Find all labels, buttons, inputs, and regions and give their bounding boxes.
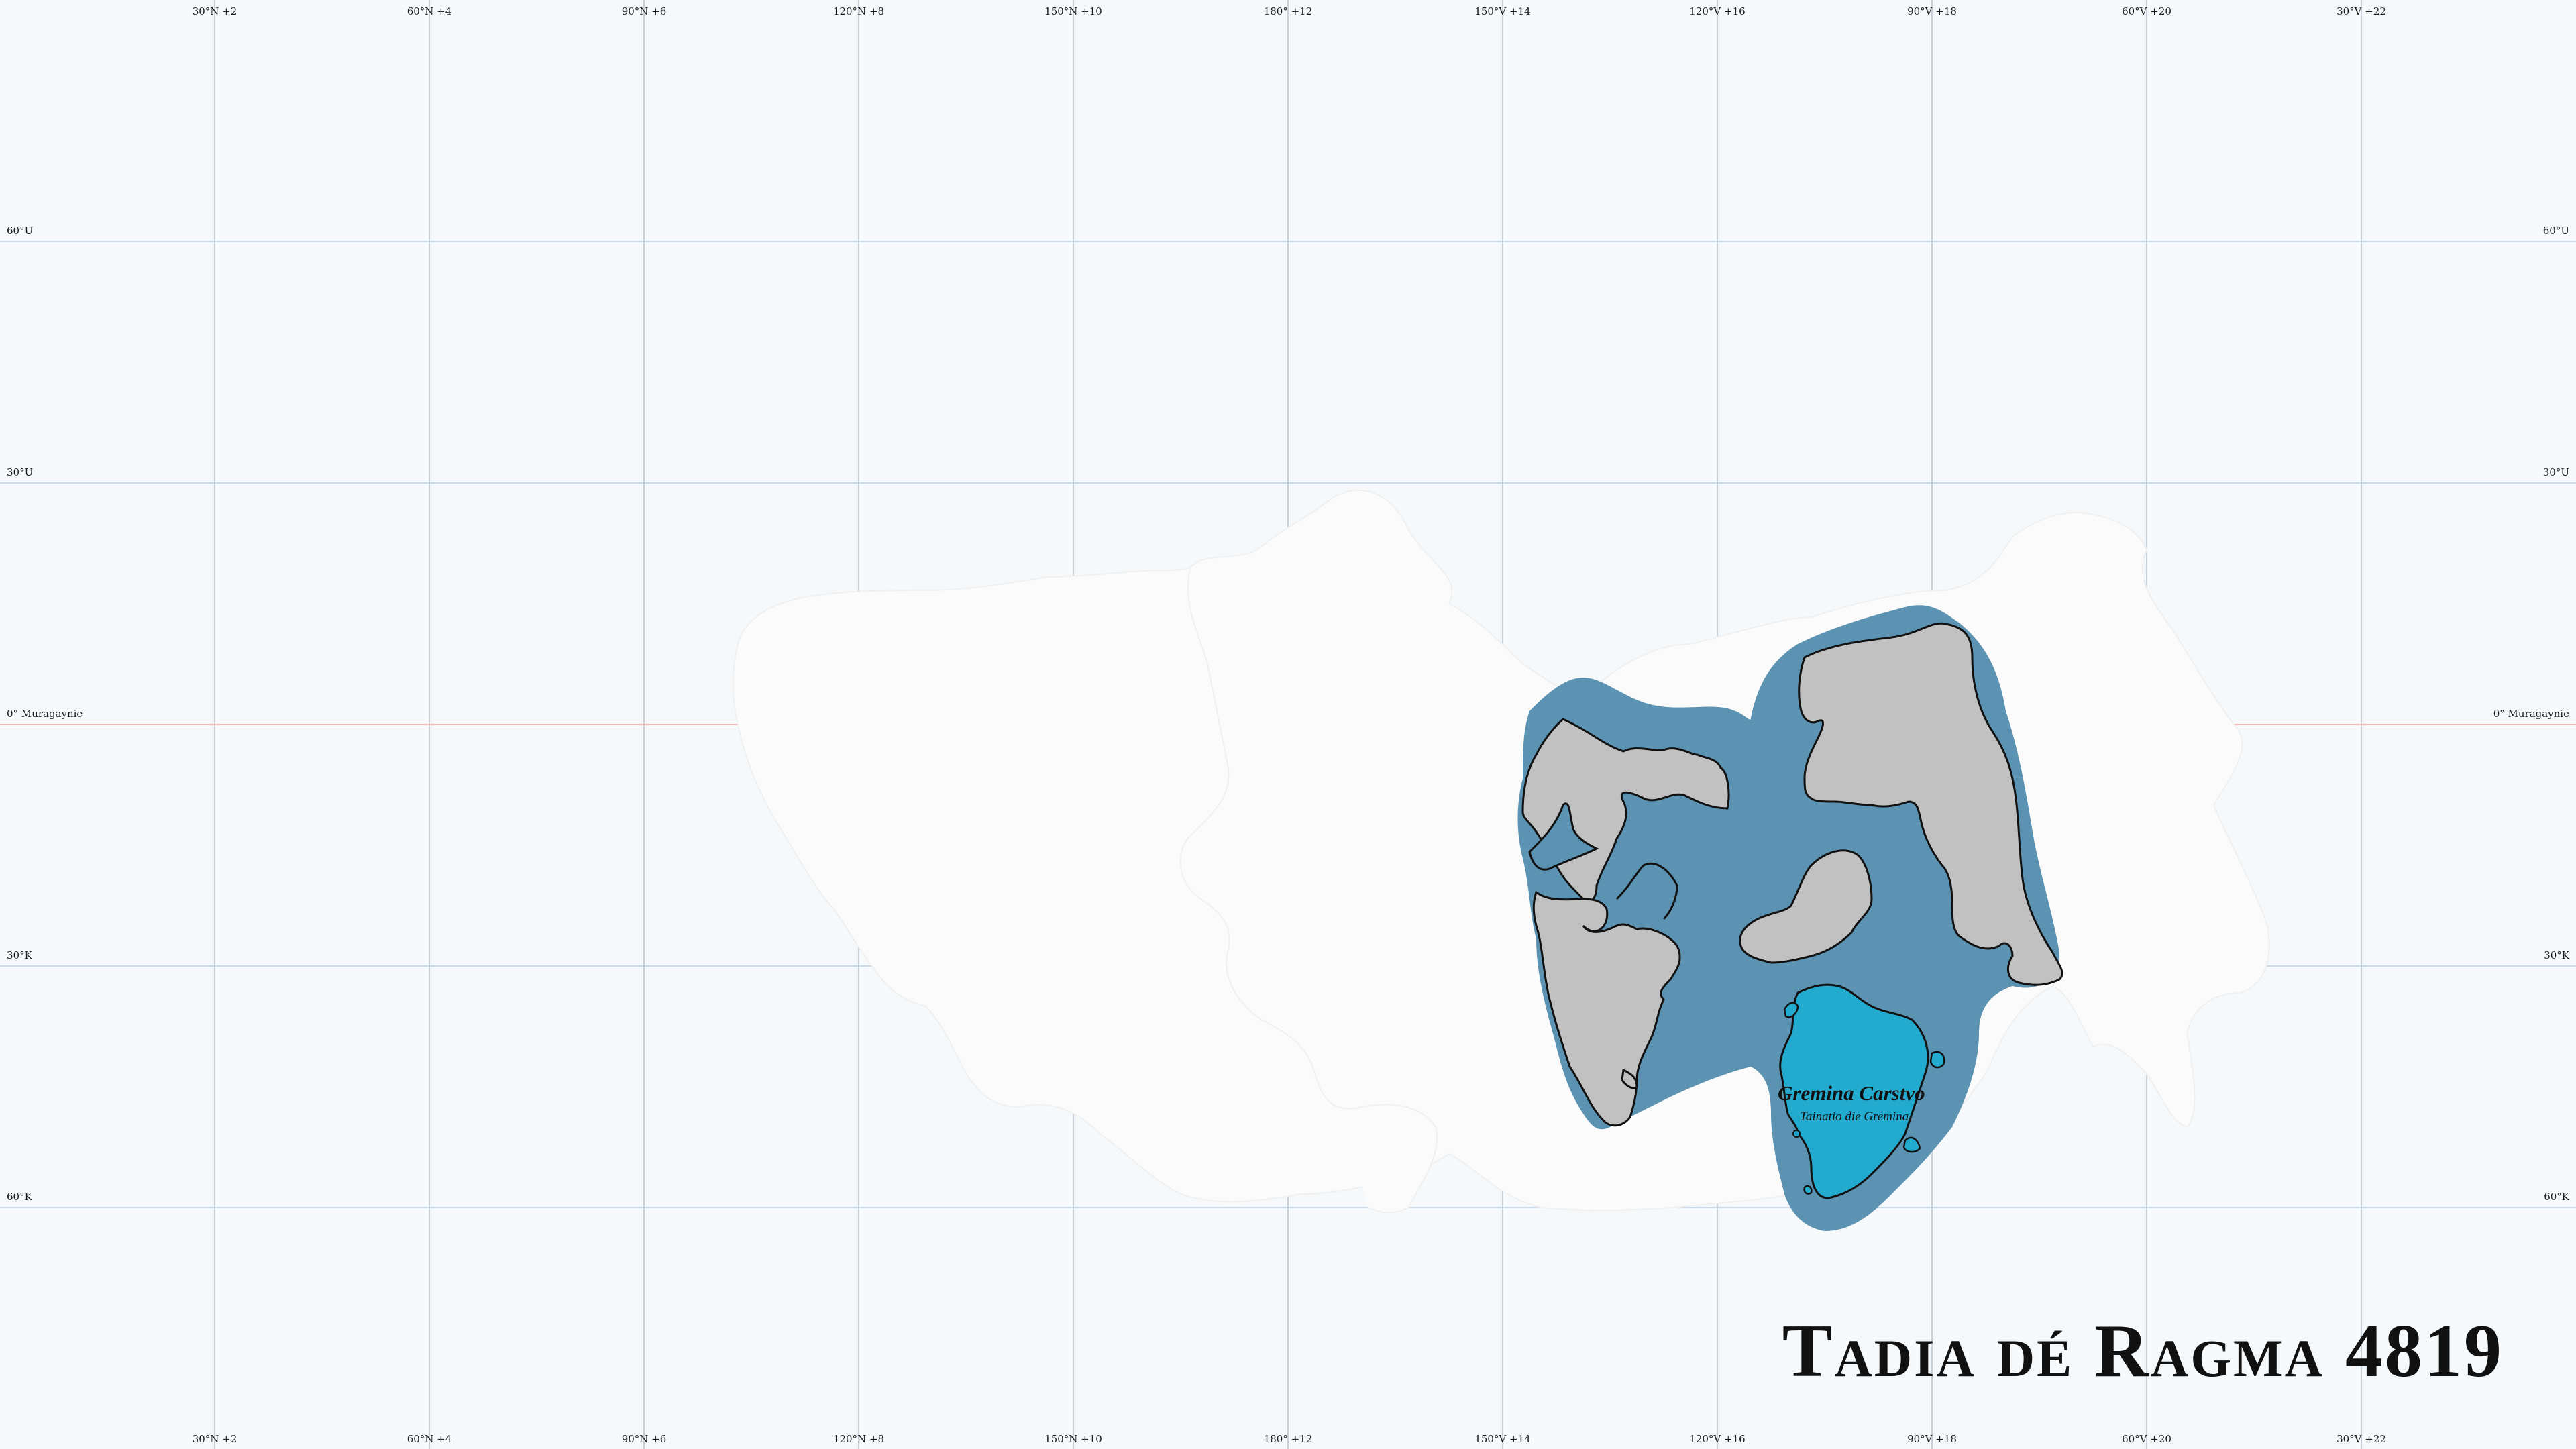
- gremina-islet: [1783, 1002, 1799, 1018]
- longitude-label: 60°V +20: [2122, 5, 2171, 17]
- longitude-label: 150°V +14: [1474, 5, 1530, 17]
- continent-landmass-west: [1179, 566, 1438, 1214]
- longitude-label: 120°V +16: [1689, 5, 1745, 17]
- latitude-label: 30°U: [7, 466, 33, 478]
- region-subtitle-label: Tainatio die Gremina: [1800, 1110, 1909, 1124]
- gremina-islet: [1803, 1185, 1813, 1195]
- longitude-label: 30°N +2: [193, 5, 237, 17]
- gremina-islet: [1902, 1136, 1921, 1153]
- latitude-label: 0° Muragaynie: [2493, 708, 2569, 720]
- longitude-label: 180° +12: [1264, 5, 1313, 17]
- latitude-label: 30°U: [2543, 466, 2569, 478]
- longitude-label: 180° +12: [1264, 1433, 1313, 1445]
- gremina-islet: [1792, 1130, 1801, 1138]
- continent-landmass: [732, 489, 2270, 1212]
- latitude-label: 60°K: [7, 1191, 33, 1203]
- longitude-label: 90°N +6: [622, 1433, 667, 1445]
- latitude-label: 30°K: [2544, 949, 2570, 961]
- grey-land-inlet: [1528, 802, 1599, 871]
- longitude-label: 90°N +6: [622, 5, 667, 17]
- map-title: Tadia dé Ragma 4819: [1782, 1309, 2504, 1393]
- grey-land-southwest-spur: [1621, 1068, 1638, 1089]
- grey-land-center: [1739, 849, 1873, 964]
- longitude-label: 30°N +2: [193, 1433, 237, 1445]
- longitude-label: 150°N +10: [1044, 1433, 1102, 1445]
- grey-land-southwest: [1532, 890, 1681, 1127]
- latitude-label: 30°K: [7, 949, 33, 961]
- longitude-label: 30°V +22: [2337, 5, 2386, 17]
- longitude-label: 90°V +18: [1907, 5, 1957, 17]
- latitude-labels-left: 60°U 30°U 0° Muragaynie 30°K 60°K: [7, 225, 83, 1203]
- gremina-core-region: [1779, 983, 1929, 1199]
- latitude-label: 60°K: [2544, 1191, 2570, 1203]
- longitude-label: 60°N +4: [407, 1433, 452, 1445]
- longitude-label: 30°V +22: [2337, 1433, 2386, 1445]
- longitude-label: 60°N +4: [407, 5, 452, 17]
- latitude-label: 60°U: [2543, 225, 2569, 237]
- longitude-labels-bottom: 30°N +2 60°N +4 90°N +6 120°N +8 150°N +…: [193, 1433, 2386, 1445]
- latitude-labels-right: 60°U 30°U 0° Muragaynie 30°K 60°K: [2493, 225, 2570, 1203]
- longitude-label: 60°V +20: [2122, 1433, 2171, 1445]
- longitude-labels-top: 30°N +2 60°N +4 90°N +6 120°N +8 150°N +…: [193, 5, 2386, 17]
- longitude-label: 90°V +18: [1907, 1433, 1957, 1445]
- region-name-label: Gremina Carstvo: [1778, 1081, 1925, 1105]
- longitude-label: 120°V +16: [1689, 1433, 1745, 1445]
- latitude-label: 0° Muragaynie: [7, 708, 83, 720]
- gremina-islet: [1929, 1051, 1945, 1069]
- longitude-label: 120°N +8: [833, 5, 884, 17]
- longitude-label: 120°N +8: [833, 1433, 884, 1445]
- grey-land-east: [1798, 622, 2063, 986]
- latitude-label: 60°U: [7, 225, 33, 237]
- internal-border: [1615, 862, 1678, 920]
- longitude-label: 150°N +10: [1044, 5, 1102, 17]
- longitude-label: 150°V +14: [1474, 1433, 1530, 1445]
